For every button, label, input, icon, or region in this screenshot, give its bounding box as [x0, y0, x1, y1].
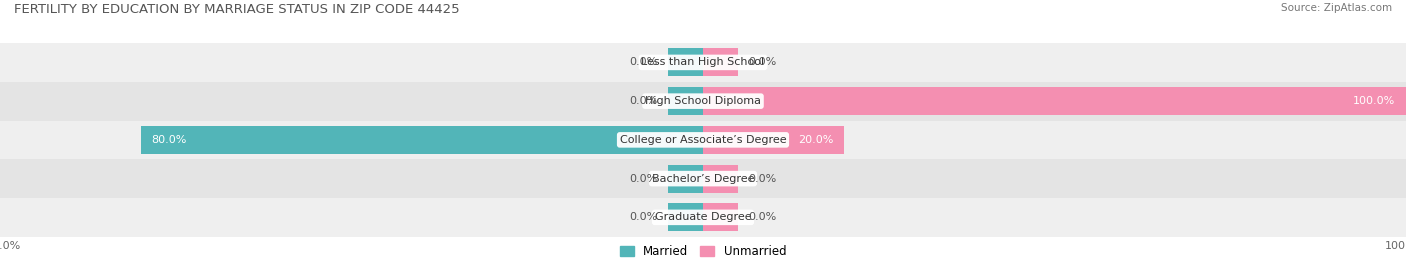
Bar — [668, 165, 703, 193]
Text: Less than High School: Less than High School — [641, 57, 765, 68]
Bar — [668, 48, 703, 76]
Text: 0.0%: 0.0% — [628, 96, 657, 106]
Bar — [0, 198, 1406, 237]
Bar — [141, 126, 703, 154]
Bar — [668, 87, 703, 115]
Text: Source: ZipAtlas.com: Source: ZipAtlas.com — [1281, 3, 1392, 13]
Text: 80.0%: 80.0% — [152, 135, 187, 145]
Bar — [703, 165, 738, 193]
Bar — [0, 121, 1406, 159]
Text: 20.0%: 20.0% — [797, 135, 832, 145]
Text: 0.0%: 0.0% — [749, 174, 778, 184]
Bar — [0, 43, 1406, 82]
Text: High School Diploma: High School Diploma — [645, 96, 761, 106]
Text: 100.0%: 100.0% — [1353, 96, 1395, 106]
Bar — [703, 126, 844, 154]
Text: 0.0%: 0.0% — [628, 212, 657, 222]
Text: Bachelor’s Degree: Bachelor’s Degree — [652, 174, 754, 184]
Text: College or Associate’s Degree: College or Associate’s Degree — [620, 135, 786, 145]
Bar — [0, 159, 1406, 198]
Text: 0.0%: 0.0% — [749, 57, 778, 68]
Bar — [668, 203, 703, 231]
Text: 0.0%: 0.0% — [628, 57, 657, 68]
Bar — [0, 82, 1406, 121]
Bar — [703, 87, 1406, 115]
Text: 0.0%: 0.0% — [749, 212, 778, 222]
Text: Graduate Degree: Graduate Degree — [655, 212, 751, 222]
Legend: Married, Unmarried: Married, Unmarried — [614, 241, 792, 263]
Bar — [703, 48, 738, 76]
Bar — [703, 203, 738, 231]
Text: 0.0%: 0.0% — [628, 174, 657, 184]
Text: FERTILITY BY EDUCATION BY MARRIAGE STATUS IN ZIP CODE 44425: FERTILITY BY EDUCATION BY MARRIAGE STATU… — [14, 3, 460, 16]
